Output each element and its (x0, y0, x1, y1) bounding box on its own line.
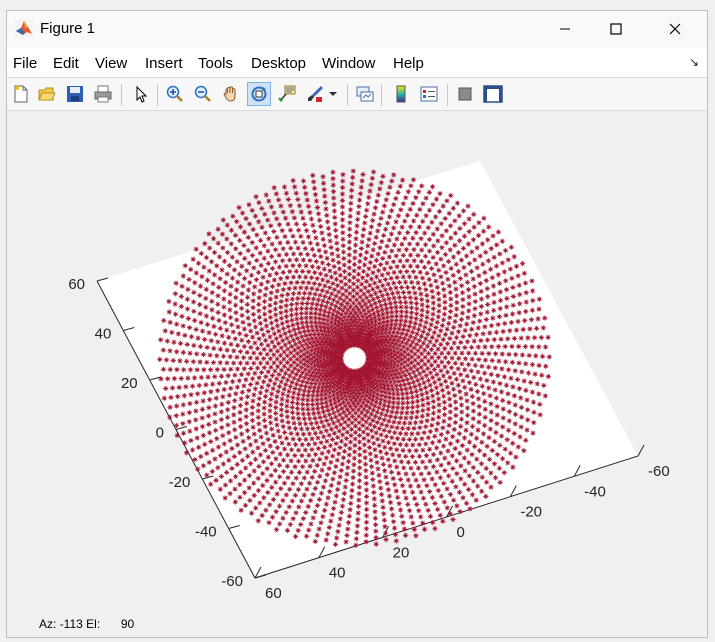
figure-toolbar (7, 77, 707, 111)
y-tick-mark (202, 475, 214, 480)
data-tips-button[interactable] (275, 82, 299, 106)
title-bar[interactable]: Figure 1 (7, 11, 707, 47)
link-plot-button[interactable] (353, 82, 377, 106)
data-tips-icon (278, 85, 296, 102)
y-tick-label: 60 (68, 276, 85, 293)
data-points (157, 168, 552, 548)
x-tick-label: -60 (648, 463, 670, 480)
pan-button[interactable] (219, 82, 243, 106)
toolbar-separator (447, 84, 448, 106)
zoom-in-icon (166, 85, 183, 102)
save-button[interactable] (63, 82, 87, 106)
menu-file[interactable]: File (13, 55, 38, 72)
y-tick-label: 0 (156, 425, 164, 442)
close-button[interactable] (652, 11, 698, 47)
elevation-label: El: (86, 617, 101, 631)
insert-legend-button[interactable] (417, 82, 441, 106)
x-tick-label: 0 (457, 524, 465, 541)
open-file-button[interactable] (35, 82, 59, 106)
undock-icon[interactable]: ↘ (688, 55, 699, 69)
insert-legend-icon (420, 86, 438, 102)
x-tick-label: 40 (329, 565, 346, 582)
y-tick-label: 20 (121, 375, 138, 392)
y-tick-label: -40 (195, 524, 217, 541)
zoom-out-icon (194, 85, 211, 102)
elevation-value: 90 (120, 617, 135, 631)
hide-plot-tools-icon (458, 87, 472, 101)
minimize-button[interactable] (542, 11, 588, 47)
brush-button[interactable] (303, 82, 327, 106)
show-plot-tools-icon (483, 85, 503, 103)
x-tick-mark (446, 505, 453, 518)
toolbar-separator (347, 84, 348, 106)
x-tick-mark (573, 465, 581, 477)
pan-hand-icon (223, 86, 236, 102)
y-tick-label: 40 (95, 326, 112, 343)
y-tick-mark (96, 277, 109, 282)
menu-help[interactable]: Help (393, 55, 424, 72)
x-tick-label: -40 (584, 483, 606, 500)
toolbar-separator (157, 84, 158, 106)
window-title: Figure 1 (40, 20, 96, 37)
rotate-3d-button[interactable] (247, 82, 271, 106)
figure-window: Figure 1 File Edit View Insert Tools Des… (6, 10, 708, 638)
x-tick-label: -20 (520, 504, 542, 521)
menu-bar: File Edit View Insert Tools Desktop Wind… (7, 47, 707, 77)
zoom-in-button[interactable] (163, 82, 187, 106)
zoom-out-button[interactable] (191, 82, 215, 106)
menu-view[interactable]: View (95, 55, 128, 72)
menu-window[interactable]: Window (322, 55, 376, 72)
select-button[interactable] (129, 82, 153, 106)
menu-tools[interactable]: Tools (198, 55, 234, 72)
figure-canvas[interactable]: -60 -40 -20 0 20 40 60 60 40 20 0 -20 -40 -60 Az: -11… (7, 111, 708, 638)
x-tick-label: 60 (265, 585, 282, 602)
new-figure-icon (14, 85, 28, 103)
x-tick-mark (254, 566, 262, 579)
toolbar-separator (121, 84, 122, 106)
print-icon (94, 85, 112, 103)
insert-colorbar-icon (396, 85, 406, 103)
azimuth-value: -113 (59, 617, 83, 631)
save-icon (67, 86, 83, 102)
minimize-icon (560, 28, 570, 30)
menu-desktop[interactable]: Desktop (251, 55, 307, 72)
y-tick-mark (228, 525, 240, 529)
show-plot-tools-button[interactable] (481, 82, 505, 106)
maximize-icon (610, 23, 622, 35)
x-tick-mark (318, 546, 326, 558)
y-tick-mark (175, 426, 188, 430)
link-plot-icon (356, 86, 374, 102)
hide-plot-tools-button[interactable] (453, 82, 477, 106)
scatter-markers (157, 168, 552, 548)
brush-dropdown-icon (329, 92, 337, 96)
open-file-icon (38, 87, 56, 101)
menu-insert[interactable]: Insert (145, 55, 183, 72)
x-tick-label: 20 (393, 544, 410, 561)
x-tick-mark (637, 444, 645, 457)
y-tick-label: -60 (221, 573, 243, 590)
brush-icon (308, 86, 323, 102)
x-tick-mark (509, 485, 517, 497)
view-angle-readout: Az: -113 El: 90 (39, 617, 134, 631)
select-arrow-icon (136, 85, 148, 103)
matlab-logo-icon (15, 19, 33, 37)
y-tick-label: -20 (169, 474, 191, 491)
close-icon (669, 23, 681, 35)
brush-dropdown-button[interactable] (327, 82, 339, 106)
menu-edit[interactable]: Edit (53, 55, 79, 72)
plot-area[interactable]: -60 -40 -20 0 20 40 60 60 40 20 0 -20 -40 -60 (7, 111, 708, 638)
axis-ticks: -60 -40 -20 0 20 40 60 60 40 20 0 -20 -40 -60 (68, 276, 669, 602)
y-tick-mark (123, 327, 135, 331)
rotate-3d-icon (251, 86, 267, 102)
print-button[interactable] (91, 82, 115, 106)
y-tick-mark (254, 574, 267, 579)
new-figure-button[interactable] (9, 82, 33, 106)
azimuth-label: Az: (39, 617, 57, 631)
maximize-button[interactable] (593, 11, 639, 47)
y-tick-mark (149, 376, 161, 381)
insert-colorbar-button[interactable] (389, 82, 413, 106)
toolbar-separator (381, 84, 382, 106)
